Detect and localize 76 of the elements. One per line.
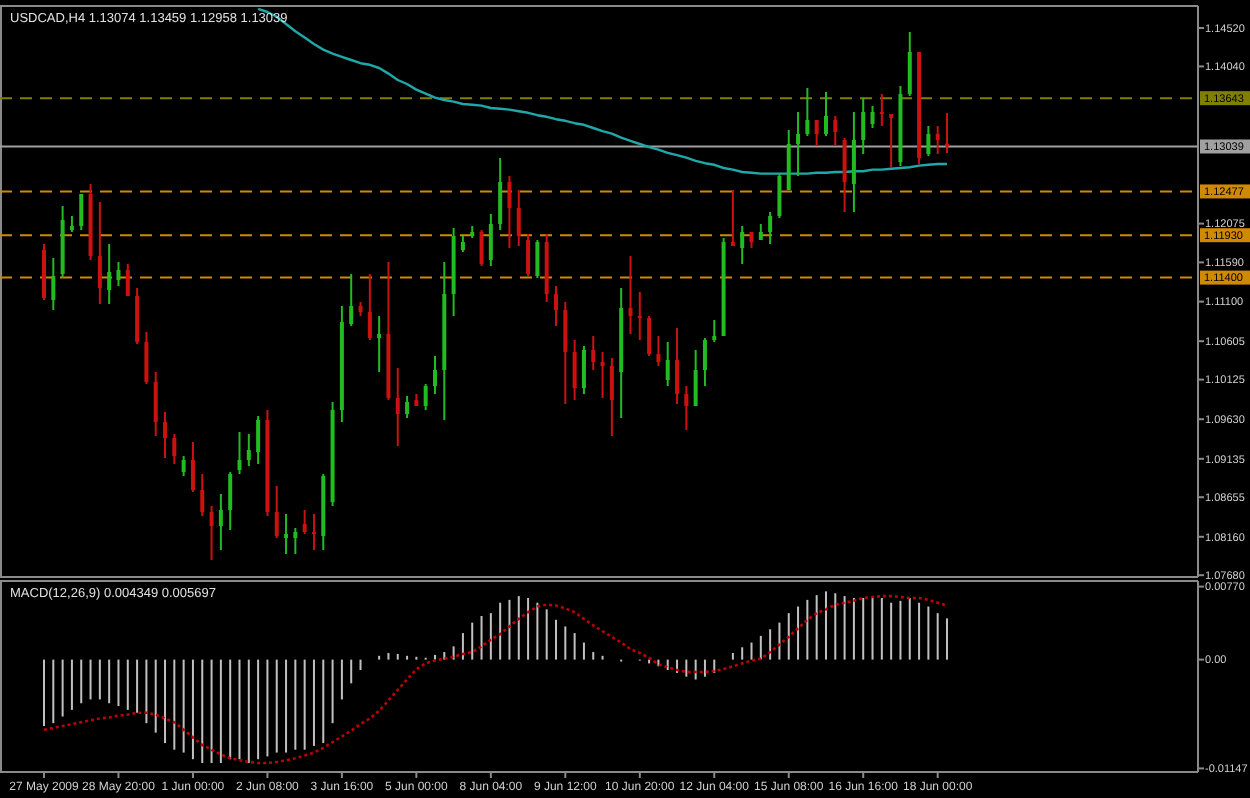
candlestick [246, 433, 251, 467]
candlestick [926, 125, 931, 157]
candlestick [163, 411, 168, 459]
candlestick [181, 455, 186, 477]
candlestick [79, 193, 84, 231]
candlestick [833, 115, 838, 147]
candlestick [684, 385, 689, 431]
candlestick [190, 441, 195, 493]
candlestick [172, 433, 177, 465]
candlestick [554, 285, 559, 327]
candlestick [144, 331, 149, 385]
candlestick [777, 173, 782, 219]
candlestick [488, 213, 493, 267]
candlestick [851, 111, 856, 213]
candlestick [218, 493, 223, 551]
candlestick [740, 225, 745, 265]
candlestick [535, 239, 540, 279]
candlestick [889, 113, 894, 169]
candlestick [274, 485, 279, 539]
candlestick [879, 93, 884, 127]
candlestick [432, 355, 437, 395]
candlestick [572, 339, 577, 401]
candlestick [693, 349, 698, 407]
candlestick [153, 371, 158, 437]
candlestick [935, 125, 940, 155]
candlestick [702, 337, 707, 387]
candlestick [349, 273, 354, 327]
candlestick [768, 211, 773, 245]
candlestick [526, 233, 531, 277]
candlestick [796, 111, 801, 177]
candlestick [563, 301, 568, 405]
candlestick [907, 31, 912, 97]
candlestick [628, 255, 633, 335]
candlestick [200, 473, 205, 517]
candlestick [135, 287, 140, 345]
candlestick [405, 395, 410, 419]
candlestick [842, 137, 847, 213]
candlestick [516, 189, 521, 247]
candlestick [367, 273, 372, 341]
candlestick [293, 527, 298, 555]
candlestick [228, 471, 233, 531]
candlestick [107, 243, 112, 305]
candlestick [712, 319, 717, 343]
candlestick [600, 351, 605, 399]
candlestick [805, 87, 810, 137]
candlestick [423, 383, 428, 411]
candlestick [377, 315, 382, 373]
candlestick [125, 263, 130, 297]
candlestick [116, 261, 121, 287]
candlestick [814, 119, 819, 147]
candlestick [665, 341, 670, 387]
candlestick [42, 243, 46, 301]
candlestick [581, 345, 586, 395]
candlestick [302, 509, 307, 535]
candlestick [237, 431, 242, 475]
candlestick [209, 505, 214, 561]
candlestick [656, 335, 661, 367]
candlestick [395, 367, 400, 447]
candlestick [498, 157, 503, 231]
candlestick [609, 357, 614, 437]
candlestick [786, 129, 791, 191]
candlestick [51, 257, 56, 311]
candlestick [823, 91, 828, 137]
candlestick [647, 315, 652, 357]
candlestick [637, 291, 642, 341]
candlestick [479, 229, 484, 267]
candlestick [311, 513, 316, 551]
candlestick [591, 335, 596, 371]
candlestick [507, 175, 512, 249]
candlestick [730, 189, 735, 247]
candlestick [284, 513, 289, 555]
candlestick [870, 105, 875, 129]
candlestick [256, 415, 261, 465]
candlestick [861, 97, 866, 155]
candlestick [97, 201, 102, 305]
candlestick [675, 327, 680, 405]
